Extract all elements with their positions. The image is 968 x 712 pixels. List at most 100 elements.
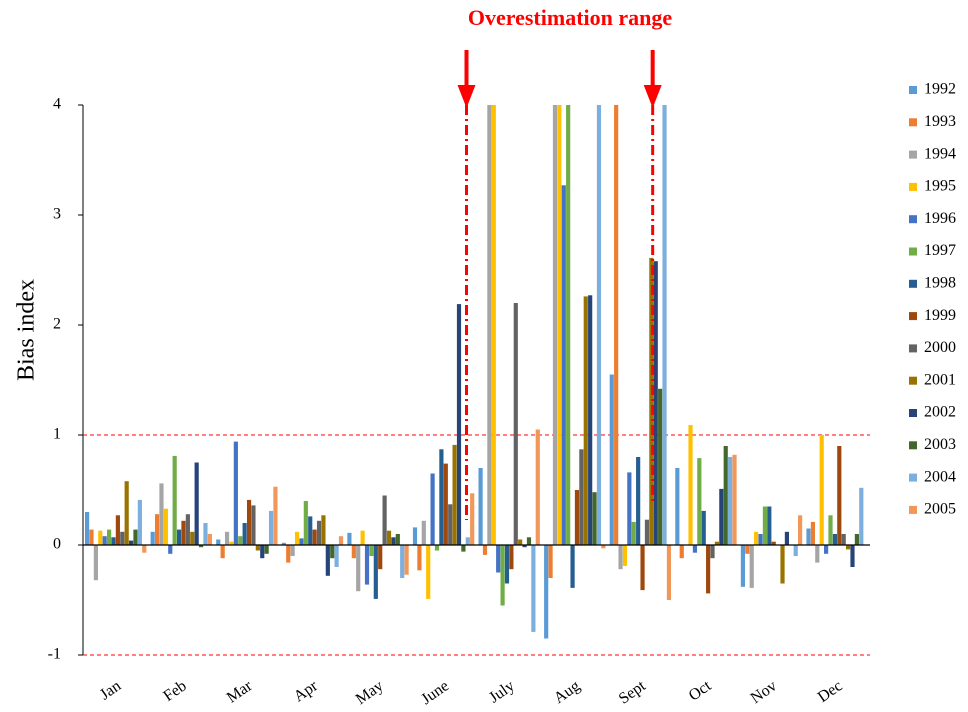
- bar: [627, 472, 632, 545]
- bar: [106, 529, 112, 545]
- bar: [740, 545, 746, 587]
- bar: [154, 514, 160, 545]
- legend-swatch: [909, 150, 917, 159]
- bar: [448, 504, 453, 545]
- x-tick-label: Aug: [551, 677, 583, 707]
- bar: [233, 441, 238, 545]
- bar: [583, 296, 588, 545]
- bar: [579, 449, 584, 545]
- legend-swatch: [909, 215, 917, 224]
- bar: [548, 545, 553, 578]
- bar: [662, 105, 667, 545]
- bar: [338, 536, 344, 545]
- bar: [133, 529, 138, 545]
- bar: [294, 531, 300, 545]
- bar: [784, 531, 790, 545]
- bar: [701, 510, 706, 545]
- bar: [824, 545, 829, 554]
- bar: [470, 493, 475, 545]
- bar: [644, 519, 650, 545]
- bar: [609, 374, 614, 545]
- bar: [404, 545, 409, 575]
- bar: [251, 505, 256, 545]
- bar: [806, 528, 811, 545]
- legend-label: 2004: [924, 468, 956, 485]
- bar: [281, 542, 286, 545]
- legend-label: 2000: [924, 339, 956, 356]
- bar: [229, 541, 234, 545]
- bar: [268, 510, 274, 545]
- x-tick-label: Feb: [160, 677, 189, 705]
- bar: [762, 506, 768, 545]
- x-tick-label: Oct: [686, 677, 715, 704]
- bar: [303, 501, 308, 545]
- legend-swatch: [909, 441, 917, 450]
- bar: [242, 523, 247, 545]
- bar: [216, 539, 221, 545]
- bar: [653, 261, 658, 545]
- bar: [443, 463, 448, 545]
- bar: [203, 523, 208, 545]
- bar: [478, 468, 483, 545]
- legend-swatch: [909, 182, 917, 191]
- bar: [496, 545, 501, 573]
- legend-swatch: [909, 344, 917, 353]
- bar: [767, 506, 772, 545]
- bar: [421, 520, 426, 545]
- bar: [111, 537, 116, 545]
- legend-swatch: [909, 312, 917, 321]
- bar: [316, 520, 322, 545]
- bar: [115, 515, 120, 545]
- bar: [273, 486, 278, 545]
- bar: [207, 534, 212, 545]
- bar: [500, 545, 505, 606]
- bar: [815, 545, 820, 563]
- bar: [692, 545, 698, 553]
- legend-label: 1998: [924, 274, 956, 291]
- bar: [308, 516, 313, 545]
- y-axis-label: Bias index: [14, 279, 40, 381]
- bar: [658, 388, 663, 545]
- y-tick-label: 2: [53, 316, 61, 333]
- x-tick-label: July: [486, 677, 518, 706]
- bar: [142, 545, 147, 553]
- bar: [150, 531, 155, 545]
- bar: [601, 545, 606, 549]
- x-tick-label: Mar: [224, 677, 256, 707]
- bar: [364, 545, 370, 585]
- bar: [850, 545, 855, 567]
- bar: [461, 545, 466, 552]
- bar: [434, 545, 440, 551]
- bar: [194, 462, 199, 545]
- bar: [675, 468, 680, 545]
- x-tick-label: Apr: [291, 677, 322, 706]
- bar: [159, 483, 164, 545]
- bar: [330, 545, 335, 559]
- bar: [509, 545, 514, 570]
- legend-label: 1997: [924, 242, 956, 259]
- bar: [378, 545, 383, 570]
- bar: [596, 105, 602, 545]
- bar: [120, 531, 125, 545]
- x-tick-label: Nov: [748, 677, 780, 707]
- bar: [85, 512, 90, 545]
- bar: [622, 545, 628, 566]
- bar: [391, 537, 396, 545]
- bar: [238, 536, 243, 545]
- bar: [832, 534, 837, 545]
- bar: [491, 105, 496, 545]
- bar: [504, 545, 510, 584]
- bar: [168, 545, 173, 554]
- bar: [224, 531, 230, 545]
- bar: [810, 521, 815, 545]
- legend-swatch: [909, 376, 917, 385]
- bar: [299, 538, 304, 545]
- bar: [312, 529, 317, 545]
- bar: [522, 545, 527, 548]
- bar: [688, 425, 693, 545]
- bar: [719, 488, 724, 545]
- bar: [518, 539, 523, 545]
- bar: [714, 541, 720, 545]
- bar: [417, 545, 422, 571]
- bar: [552, 105, 558, 545]
